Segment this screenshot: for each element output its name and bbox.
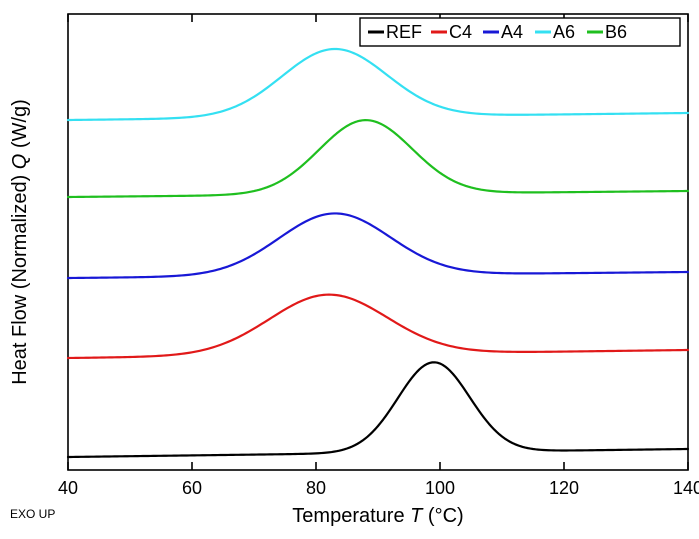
series-b6: [68, 120, 688, 197]
exo-up-label: EXO UP: [10, 507, 55, 521]
x-tick-label: 100: [425, 478, 455, 498]
legend-label-a4: A4: [501, 22, 523, 42]
x-tick-label: 120: [549, 478, 579, 498]
x-tick-label: 60: [182, 478, 202, 498]
series-a4: [68, 213, 688, 278]
legend-label-ref: REF: [386, 22, 422, 42]
x-axis-label: Temperature T (°C): [292, 505, 463, 527]
legend-label-a6: A6: [553, 22, 575, 42]
legend-label-b6: B6: [605, 22, 627, 42]
x-tick-label: 40: [58, 478, 78, 498]
series-c4: [68, 295, 688, 358]
x-tick-label: 80: [306, 478, 326, 498]
dsc-chart: 40 60 80 100 120 140 Temperature T (°C) Heat Fl…: [0, 0, 699, 539]
y-axis-label: Heat Flow (Normalized) Q (W/g): [9, 99, 31, 385]
legend-label-c4: C4: [449, 22, 472, 42]
x-tick-label: 140: [673, 478, 699, 498]
series-ref: [68, 362, 688, 457]
series-a6: [68, 49, 688, 120]
chart-svg: 40 60 80 100 120 140 Temperature T (°C) Heat Fl…: [0, 0, 699, 539]
